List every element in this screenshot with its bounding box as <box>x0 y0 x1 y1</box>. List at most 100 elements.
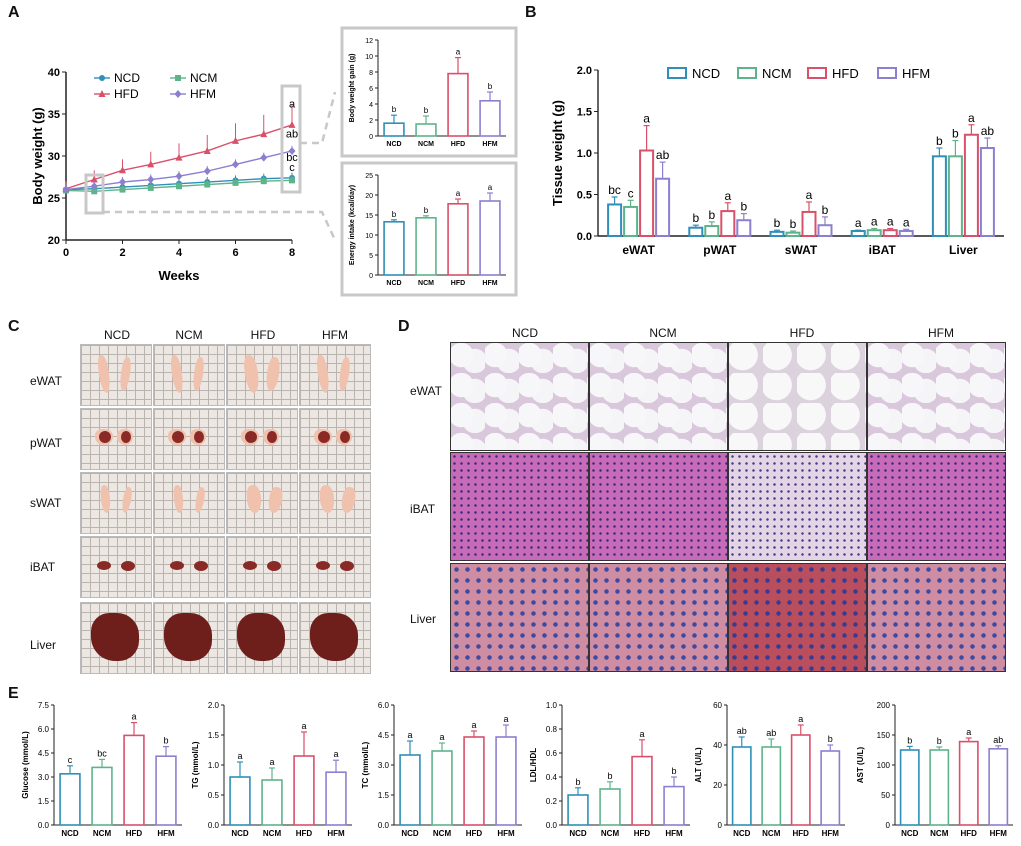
significance-label: b <box>392 105 397 114</box>
significance-label: b <box>822 203 829 217</box>
significance-label: b <box>937 736 942 746</box>
significance-label: ab <box>993 735 1003 745</box>
x-tick-label: HFM <box>665 829 683 838</box>
bar <box>655 177 671 237</box>
significance-label: a <box>407 730 412 740</box>
tissue-specimen <box>96 354 112 394</box>
tissue-specimen <box>121 561 135 571</box>
bar <box>663 785 685 826</box>
significance-label: a <box>237 751 242 761</box>
x-tick-label: Liver <box>949 243 978 257</box>
x-tick-label: 2 <box>119 247 125 259</box>
bar <box>720 210 736 238</box>
legend-label: NCM <box>762 66 792 81</box>
histology-image-ibat-hfm <box>867 452 1006 561</box>
bar <box>91 766 113 826</box>
x-tick-label: NCD <box>386 280 401 287</box>
y-tick-label: 7.5 <box>38 701 50 710</box>
bar <box>631 755 653 826</box>
tissue-specimen <box>172 484 185 514</box>
histo-row-liver: Liver <box>410 612 437 626</box>
y-tick-label: 1.0 <box>208 761 220 770</box>
significance-label: b <box>790 217 797 231</box>
x-tick-label: 6 <box>232 247 238 259</box>
panel-letter-b: B <box>525 4 537 21</box>
y-tick-label: 60 <box>713 701 722 710</box>
y-axis-title: Body weight (g) <box>30 107 45 205</box>
tissue-specimen <box>310 613 358 661</box>
bar <box>801 210 817 237</box>
significance-label: a <box>488 183 493 192</box>
tissue-specimen <box>193 486 207 514</box>
bar <box>447 202 469 276</box>
significance-label: a <box>855 216 862 230</box>
y-axis-title: Glucose (mmol/L) <box>21 731 30 799</box>
panel-letter-d: D <box>398 318 410 335</box>
bar <box>731 746 752 826</box>
y-tick-label: 0.5 <box>208 791 220 800</box>
y-tick-label: 0.0 <box>378 821 390 830</box>
bar <box>229 776 251 826</box>
y-tick-label: 1.5 <box>208 731 220 740</box>
legend-swatch <box>877 67 897 79</box>
significance-label: b <box>488 82 493 91</box>
tissue-photo-pwat-ncd <box>80 408 152 470</box>
bar <box>963 133 979 237</box>
bar <box>866 229 882 238</box>
x-axis-title: Weeks <box>159 268 200 283</box>
significance-label: b <box>692 211 699 225</box>
y-tick-label: 40 <box>713 741 722 750</box>
y-tick-label: 0 <box>718 821 723 830</box>
photo-row-liver: Liver <box>30 638 57 652</box>
tissue-photo-pwat-ncm <box>153 408 225 470</box>
x-tick-label: NCM <box>418 141 434 148</box>
data-point <box>62 185 70 194</box>
legend-label: HFD <box>832 66 859 81</box>
significance-label: a <box>724 189 731 203</box>
y-tick-label: 1.5 <box>38 797 50 806</box>
tissue-specimen <box>237 613 285 661</box>
significance-label: ab <box>656 148 670 162</box>
tissue-specimen <box>243 561 257 570</box>
y-tick-label: 3.0 <box>378 761 390 770</box>
significance-label: ab <box>737 726 747 736</box>
x-tick-label: HFM <box>497 829 515 838</box>
significance-label: a <box>966 727 971 737</box>
bar <box>761 746 782 826</box>
y-tick-label: 20 <box>365 193 373 200</box>
histo-col-ncm: NCM <box>649 326 677 340</box>
x-tick-label: HFM <box>990 829 1008 838</box>
x-tick-label: pWAT <box>703 243 737 257</box>
y-tick-label: 25 <box>48 193 60 205</box>
tissue-specimen <box>172 431 184 443</box>
y-tick-label: 100 <box>877 761 891 770</box>
tissue-specimen <box>99 431 111 443</box>
bar <box>785 231 801 237</box>
tissue-specimen <box>245 431 257 443</box>
histology-image-ewat-ncm <box>589 342 728 451</box>
y-tick-label: 200 <box>877 701 891 710</box>
glucose-chart: 0.0 1.5 3.0 4.5 6.0 7.5 c NCD bc NCM a HFD b HFM Gluco… <box>21 701 182 838</box>
tissue-specimen <box>118 356 133 392</box>
y-tick-label: 1.5 <box>577 107 592 119</box>
x-tick-label: sWAT <box>785 243 818 257</box>
bar <box>704 225 720 237</box>
tissue-photo-swat-ncm <box>153 472 225 534</box>
significance-label: a <box>639 729 644 739</box>
x-tick-label: HFD <box>451 280 465 287</box>
x-tick-label: HFD <box>126 829 143 838</box>
x-tick-label: NCD <box>733 829 751 838</box>
legend-swatch <box>667 67 687 79</box>
significance-label: a <box>456 189 461 198</box>
x-tick-label: HFM <box>482 141 497 148</box>
bar <box>820 750 841 826</box>
bar <box>639 149 655 237</box>
bar <box>688 226 704 237</box>
bar <box>567 794 589 826</box>
legend-marker <box>99 75 105 81</box>
y-tick-label: 0.5 <box>577 190 592 202</box>
significance-label: a <box>503 714 508 724</box>
tissue-photo-ibat-hfm <box>299 536 371 598</box>
tissue-photo-swat-hfm <box>299 472 371 534</box>
tg-chart: 0.0 0.5 1.0 1.5 2.0 a NCD a NCM a HFD a HFM TG (mmol/… <box>191 701 352 838</box>
